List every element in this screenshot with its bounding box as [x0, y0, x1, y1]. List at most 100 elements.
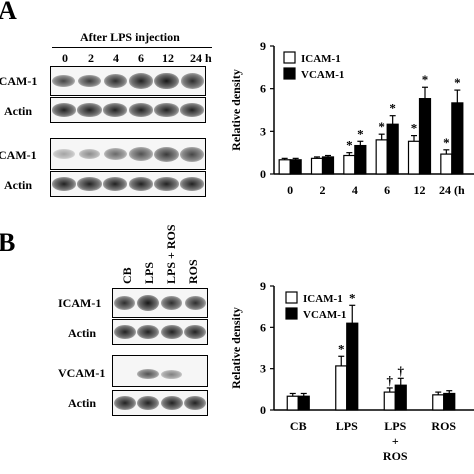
- blot-band: [179, 146, 205, 162]
- bar: [321, 156, 335, 175]
- significance-mark: *: [389, 101, 396, 116]
- x-tick-label: 0: [287, 183, 293, 197]
- panel-a-timepoint-label: 4: [113, 51, 119, 65]
- y-tick-label: 9: [260, 279, 266, 293]
- blot-band: [137, 324, 160, 340]
- x-tick-label: CB: [290, 419, 307, 433]
- blot-band: [179, 177, 205, 191]
- significance-mark: *: [422, 72, 429, 87]
- bar: [418, 98, 432, 175]
- panel-b-lane-label: LPS: [142, 261, 156, 284]
- bar: [310, 157, 324, 175]
- x-tick-label: 4: [352, 183, 358, 197]
- panel-b-actin-blot-1: [112, 319, 208, 345]
- y-tick-label: 3: [260, 362, 266, 376]
- blot-band: [102, 177, 128, 191]
- y-tick-label: 3: [260, 124, 266, 138]
- significance-mark: *: [357, 126, 364, 141]
- blot-band: [160, 395, 183, 411]
- panel-a-header-line: [52, 47, 212, 48]
- blot-band: [114, 296, 136, 310]
- blot-band: [154, 103, 179, 117]
- x-tick-label: ROS: [383, 449, 408, 463]
- bar: [297, 395, 310, 411]
- legend-label: ICAM-1: [301, 53, 341, 65]
- bar: [383, 391, 396, 411]
- blot-band: [154, 146, 179, 162]
- blot-band: [103, 148, 127, 160]
- legend-swatch: [283, 51, 296, 64]
- blot-band: [77, 177, 102, 191]
- significance-mark: *: [454, 75, 461, 90]
- blot-band: [137, 368, 160, 380]
- blot-band: [154, 72, 179, 90]
- panel-a-blot-label-1: ICAM-1: [0, 74, 38, 88]
- y-axis-label: Relative density: [229, 307, 243, 389]
- blot-band: [51, 177, 77, 191]
- blot-band: [128, 103, 154, 117]
- bar: [286, 395, 299, 411]
- bar: [278, 159, 291, 175]
- y-tick-label: 6: [260, 82, 266, 96]
- blot-band: [179, 103, 205, 117]
- bar: [343, 154, 356, 175]
- x-tick-label: 2: [320, 183, 326, 197]
- blot-band: [113, 395, 136, 411]
- panel-a-timepoint-label: 2: [88, 51, 94, 65]
- bar: [451, 102, 464, 175]
- bar: [394, 384, 407, 411]
- legend-swatch: [285, 307, 298, 320]
- panel-a-header: After LPS injection: [80, 30, 180, 44]
- significance-mark: *: [349, 290, 356, 305]
- panel-b-blot-label-4: Actin: [68, 396, 96, 410]
- panel-a-bar-chart: 0 3 6 9 Relative density 0 2 * * 4 * * 6 * * 12 * * 24 (h I…: [229, 39, 474, 197]
- blot-band: [180, 73, 204, 89]
- panel-b-icam-blot: [112, 288, 208, 318]
- bar: [386, 123, 399, 175]
- significance-mark: *: [378, 119, 385, 134]
- bar: [354, 144, 367, 175]
- panel-a-actin-blot-2: [50, 171, 206, 197]
- legend-label: VCAM-1: [303, 309, 346, 321]
- bar: [375, 139, 388, 175]
- blot-band: [184, 324, 207, 340]
- blot-band: [161, 296, 183, 310]
- bar: [407, 140, 421, 175]
- x-tick-label: 12: [414, 183, 426, 197]
- blot-band: [160, 324, 183, 340]
- significance-mark: *: [346, 138, 353, 153]
- blot-band: [137, 395, 160, 411]
- significance-mark: †: [398, 363, 405, 378]
- significance-mark: †: [387, 373, 394, 388]
- x-tick-label: 6: [384, 183, 390, 197]
- legend-label: VCAM-1: [301, 69, 344, 81]
- y-tick-label: 0: [260, 403, 266, 417]
- blot-band: [77, 74, 102, 88]
- panel-b-letter: B: [0, 228, 16, 257]
- significance-mark: *: [338, 341, 345, 356]
- x-tick-label: LPS: [336, 419, 358, 433]
- blot-band: [102, 103, 128, 117]
- legend-swatch: [285, 291, 298, 304]
- bar: [335, 365, 348, 411]
- x-tick-label: +: [392, 434, 399, 448]
- x-tick-label: LPS: [384, 419, 406, 433]
- bar: [289, 159, 302, 175]
- y-tick-label: 0: [260, 167, 266, 181]
- significance-mark: *: [411, 121, 418, 136]
- blot-band: [51, 103, 77, 117]
- blot-band: [113, 324, 136, 340]
- blot-band: [128, 73, 154, 89]
- blot-band: [154, 177, 179, 191]
- panel-a-blot-label-3: CAM-1: [0, 148, 37, 162]
- y-tick-label: 9: [260, 39, 266, 53]
- panel-a-timepoint-label: 12: [162, 51, 174, 65]
- blot-band: [128, 177, 154, 191]
- y-tick-label: 6: [260, 320, 266, 334]
- panel-a-icam-blot: [50, 66, 206, 96]
- blot-band: [52, 74, 76, 88]
- blot-band: [184, 296, 206, 310]
- panel-b-blot-label-2: Actin: [68, 326, 96, 340]
- panel-b-vcam-blot: [112, 355, 208, 387]
